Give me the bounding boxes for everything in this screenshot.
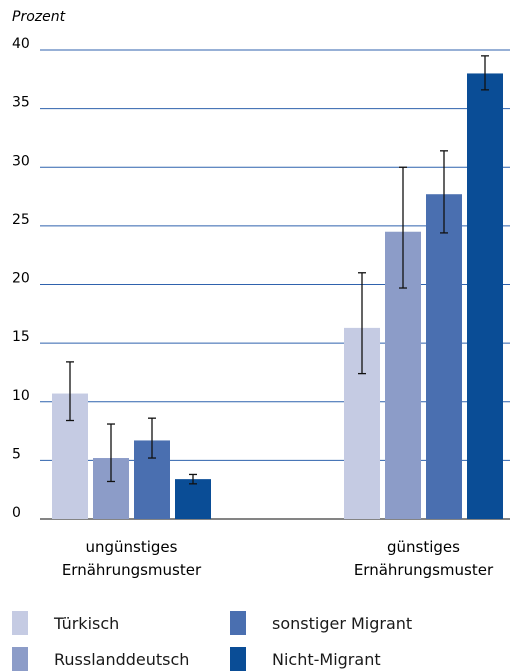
y-tick-label: 10 xyxy=(12,388,30,404)
y-tick-label: 15 xyxy=(12,329,30,345)
legend: Türkisch Russlanddeutsch sonstiger Migra… xyxy=(0,600,511,671)
category-labels: ungünstiges Ernährungsmuster günstiges Ernä… xyxy=(62,538,494,579)
category-label: ungünstiges xyxy=(86,538,178,556)
y-tick-labels: 0 5 10 15 20 25 30 35 40 xyxy=(12,36,30,521)
bar xyxy=(175,479,211,519)
category-label: günstiges xyxy=(387,538,460,556)
legend-label-russlanddeutsch: Russlanddeutsch xyxy=(54,649,190,669)
category-label: Ernährungsmuster xyxy=(62,561,202,579)
error-bar xyxy=(440,150,448,234)
bars xyxy=(52,73,503,520)
legend-item-sonstiger-migrant: sonstiger Migrant xyxy=(230,611,412,635)
legend-label-sonstiger-migrant: sonstiger Migrant xyxy=(272,613,413,633)
error-bar xyxy=(148,417,156,459)
y-tick-label: 20 xyxy=(12,271,30,287)
y-tick-label: 40 xyxy=(12,36,30,52)
error-bar xyxy=(358,272,366,375)
error-bar xyxy=(66,361,74,422)
error-bar xyxy=(399,166,407,289)
y-tick-label: 0 xyxy=(12,505,21,521)
y-axis-label: Prozent xyxy=(12,9,66,25)
error-bars xyxy=(66,55,489,485)
legend-swatch-sonstiger-migrant xyxy=(230,611,246,635)
legend-item-russlanddeutsch: Russlanddeutsch xyxy=(12,647,189,671)
bar-chart: Prozent 0 5 10 15 20 25 30 35 40 ungünstiges Ernä… xyxy=(12,9,510,579)
y-tick-label: 25 xyxy=(12,212,30,228)
legend-item-nicht-migrant: Nicht-Migrant xyxy=(230,647,381,671)
legend-swatch-tuerkisch xyxy=(12,611,28,635)
legend-label-tuerkisch: Türkisch xyxy=(54,613,120,633)
error-bar xyxy=(107,423,115,483)
legend-label-nicht-migrant: Nicht-Migrant xyxy=(272,649,381,669)
bar xyxy=(467,73,503,519)
y-tick-label: 5 xyxy=(12,446,21,462)
legend-item-tuerkisch: Türkisch xyxy=(12,611,119,635)
error-bar xyxy=(481,55,489,91)
error-bar xyxy=(189,473,197,485)
bar xyxy=(426,194,462,519)
category-label: Ernährungsmuster xyxy=(354,561,494,579)
legend-swatch-nicht-migrant xyxy=(230,647,246,671)
legend-swatch-russlanddeutsch xyxy=(12,647,28,671)
y-tick-label: 35 xyxy=(12,95,30,111)
y-tick-label: 30 xyxy=(12,153,30,169)
